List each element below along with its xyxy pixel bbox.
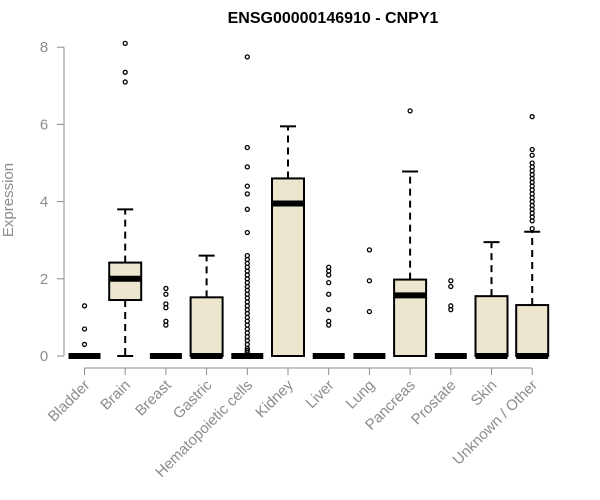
outlier-point xyxy=(326,307,332,313)
outlier-point xyxy=(244,206,250,212)
box-rect xyxy=(271,177,305,357)
outlier-point xyxy=(163,285,169,292)
box-brain xyxy=(108,40,143,357)
y-tick-label: 6 xyxy=(40,116,48,133)
x-tick-label: Brain xyxy=(97,377,134,414)
outlier-point xyxy=(326,291,332,297)
outlier-point xyxy=(81,303,88,309)
x-tick-label: Breast xyxy=(132,376,175,419)
box-prostate xyxy=(434,278,467,359)
box-rect xyxy=(515,304,550,358)
outlier-point xyxy=(326,280,332,286)
outlier-point xyxy=(163,318,169,324)
outlier-point xyxy=(448,278,454,284)
outlier-point xyxy=(163,301,169,307)
outlier-point xyxy=(529,114,535,120)
outlier-point xyxy=(81,341,88,348)
outlier-point xyxy=(244,229,250,236)
x-tick-label: Lung xyxy=(343,377,379,413)
box-gastric xyxy=(189,254,224,359)
outlier-point xyxy=(529,152,535,158)
x-tick-label: Skin xyxy=(468,377,501,410)
outlier-point xyxy=(122,40,128,46)
outlier-point xyxy=(326,264,332,270)
box-rect xyxy=(474,295,509,358)
outlier-point xyxy=(244,347,250,353)
outlier-point xyxy=(529,160,535,166)
y-tick-label: 4 xyxy=(40,194,48,211)
box-skin xyxy=(474,241,509,359)
outlier-point xyxy=(407,108,413,114)
outlier-point xyxy=(366,308,373,315)
box-rect xyxy=(189,296,224,358)
y-axis: 0 2 4 6 8 xyxy=(40,39,65,365)
outlier-point xyxy=(529,225,535,232)
box-series xyxy=(68,40,550,359)
outlier-point xyxy=(529,146,535,153)
box-lung xyxy=(353,247,386,359)
box-rect xyxy=(393,278,428,357)
outlier-point xyxy=(122,79,128,85)
outlier-point xyxy=(244,144,250,151)
outlier-point xyxy=(81,326,88,332)
chart-title: ENSG00000146910 - CNPY1 xyxy=(228,10,439,27)
box-pancreas xyxy=(393,108,428,357)
box-unknown-other xyxy=(515,114,550,359)
box-liver xyxy=(312,264,345,359)
outlier-point xyxy=(244,54,250,60)
outlier-point xyxy=(366,278,373,284)
x-tick-label: Liver xyxy=(303,377,338,412)
x-tick-label: Prostate xyxy=(408,377,460,429)
x-tick-label: Kidney xyxy=(252,376,297,421)
outlier-point xyxy=(448,303,454,309)
outlier-point xyxy=(244,252,250,259)
y-tick-label: 8 xyxy=(40,39,48,56)
outlier-point xyxy=(366,247,373,253)
x-tick-label: Bladder xyxy=(45,377,94,426)
box-hematopoietic-cells xyxy=(231,54,264,359)
outlier-point xyxy=(163,291,169,297)
outlier-point xyxy=(244,183,250,189)
outlier-point xyxy=(326,318,332,324)
y-axis-label: Expression xyxy=(0,163,17,237)
box-kidney xyxy=(271,125,305,357)
outlier-point xyxy=(122,69,128,75)
box-bladder xyxy=(68,303,101,359)
outlier-point xyxy=(244,164,250,170)
outlier-point xyxy=(448,283,454,290)
box-breast xyxy=(149,285,182,359)
y-tick-label: 0 xyxy=(40,348,48,365)
y-tick-label: 2 xyxy=(40,271,48,288)
outlier-point xyxy=(244,191,250,197)
